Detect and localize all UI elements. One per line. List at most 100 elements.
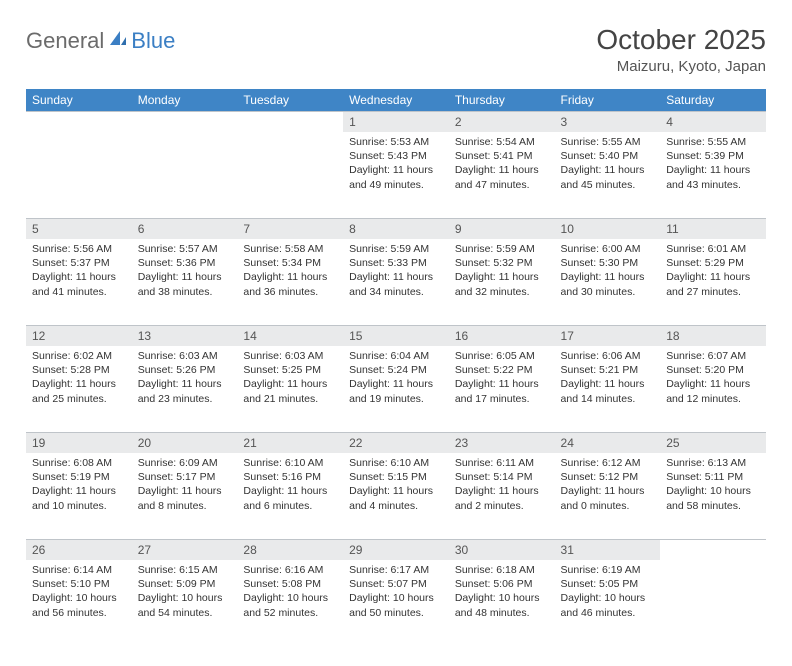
day-details: Sunrise: 6:01 AMSunset: 5:29 PMDaylight:… [660, 239, 766, 305]
weekday-header: Sunday [26, 89, 132, 111]
day-number-empty [26, 111, 132, 132]
day-number: 10 [555, 218, 661, 239]
sunrise-line: Sunrise: 5:59 AM [455, 242, 549, 256]
daylight-line: Daylight: 11 hours and 23 minutes. [138, 377, 232, 405]
day-body-cell: Sunrise: 6:09 AMSunset: 5:17 PMDaylight:… [132, 453, 238, 539]
day-number-cell: 26 [26, 539, 132, 560]
day-details: Sunrise: 6:14 AMSunset: 5:10 PMDaylight:… [26, 560, 132, 626]
day-number-cell: 6 [132, 218, 238, 239]
sunrise-line: Sunrise: 6:03 AM [243, 349, 337, 363]
day-number-empty [237, 111, 343, 132]
sunset-line: Sunset: 5:06 PM [455, 577, 549, 591]
weekday-header: Tuesday [237, 89, 343, 111]
day-body-cell: Sunrise: 6:00 AMSunset: 5:30 PMDaylight:… [555, 239, 661, 325]
daylight-line: Daylight: 10 hours and 48 minutes. [455, 591, 549, 619]
day-details: Sunrise: 6:19 AMSunset: 5:05 PMDaylight:… [555, 560, 661, 626]
day-number-cell: 23 [449, 432, 555, 453]
day-number-cell [660, 539, 766, 560]
day-number-cell: 11 [660, 218, 766, 239]
daylight-line: Daylight: 11 hours and 17 minutes. [455, 377, 549, 405]
sunset-line: Sunset: 5:40 PM [561, 149, 655, 163]
sunset-line: Sunset: 5:08 PM [243, 577, 337, 591]
day-body-cell: Sunrise: 6:18 AMSunset: 5:06 PMDaylight:… [449, 560, 555, 646]
day-details: Sunrise: 5:56 AMSunset: 5:37 PMDaylight:… [26, 239, 132, 305]
sunset-line: Sunset: 5:21 PM [561, 363, 655, 377]
sunset-line: Sunset: 5:33 PM [349, 256, 443, 270]
day-details: Sunrise: 5:58 AMSunset: 5:34 PMDaylight:… [237, 239, 343, 305]
day-details: Sunrise: 5:53 AMSunset: 5:43 PMDaylight:… [343, 132, 449, 198]
sunrise-line: Sunrise: 6:09 AM [138, 456, 232, 470]
day-number-cell: 7 [237, 218, 343, 239]
day-number-cell: 17 [555, 325, 661, 346]
day-number-cell: 25 [660, 432, 766, 453]
sunrise-line: Sunrise: 6:13 AM [666, 456, 760, 470]
daylight-line: Daylight: 11 hours and 8 minutes. [138, 484, 232, 512]
day-details: Sunrise: 6:16 AMSunset: 5:08 PMDaylight:… [237, 560, 343, 626]
day-body-cell: Sunrise: 5:57 AMSunset: 5:36 PMDaylight:… [132, 239, 238, 325]
sunset-line: Sunset: 5:43 PM [349, 149, 443, 163]
day-body-cell: Sunrise: 6:12 AMSunset: 5:12 PMDaylight:… [555, 453, 661, 539]
day-number-cell: 31 [555, 539, 661, 560]
sunrise-line: Sunrise: 5:53 AM [349, 135, 443, 149]
day-number-empty [660, 539, 766, 560]
day-body-cell: Sunrise: 6:08 AMSunset: 5:19 PMDaylight:… [26, 453, 132, 539]
sunrise-line: Sunrise: 5:58 AM [243, 242, 337, 256]
sunrise-line: Sunrise: 6:05 AM [455, 349, 549, 363]
day-number-cell: 18 [660, 325, 766, 346]
day-number: 24 [555, 432, 661, 453]
day-details: Sunrise: 5:59 AMSunset: 5:33 PMDaylight:… [343, 239, 449, 305]
day-details: Sunrise: 6:03 AMSunset: 5:25 PMDaylight:… [237, 346, 343, 412]
sunrise-line: Sunrise: 5:57 AM [138, 242, 232, 256]
day-details: Sunrise: 6:11 AMSunset: 5:14 PMDaylight:… [449, 453, 555, 519]
week-body-row: Sunrise: 6:02 AMSunset: 5:28 PMDaylight:… [26, 346, 766, 432]
daylight-line: Daylight: 11 hours and 41 minutes. [32, 270, 126, 298]
day-body-cell: Sunrise: 6:17 AMSunset: 5:07 PMDaylight:… [343, 560, 449, 646]
week-body-row: Sunrise: 6:08 AMSunset: 5:19 PMDaylight:… [26, 453, 766, 539]
day-number: 27 [132, 539, 238, 560]
day-body-cell: Sunrise: 5:55 AMSunset: 5:39 PMDaylight:… [660, 132, 766, 218]
day-body-cell: Sunrise: 6:16 AMSunset: 5:08 PMDaylight:… [237, 560, 343, 646]
sunset-line: Sunset: 5:36 PM [138, 256, 232, 270]
day-number: 7 [237, 218, 343, 239]
sunset-line: Sunset: 5:09 PM [138, 577, 232, 591]
day-number-cell: 9 [449, 218, 555, 239]
week-body-row: Sunrise: 6:14 AMSunset: 5:10 PMDaylight:… [26, 560, 766, 646]
day-number: 4 [660, 111, 766, 132]
day-body-cell [237, 132, 343, 218]
logo: General Blue [26, 28, 175, 54]
day-body-cell: Sunrise: 5:58 AMSunset: 5:34 PMDaylight:… [237, 239, 343, 325]
daylight-line: Daylight: 11 hours and 32 minutes. [455, 270, 549, 298]
day-number-cell [132, 111, 238, 132]
daylight-line: Daylight: 11 hours and 25 minutes. [32, 377, 126, 405]
sunset-line: Sunset: 5:37 PM [32, 256, 126, 270]
day-number: 8 [343, 218, 449, 239]
day-number: 13 [132, 325, 238, 346]
daylight-line: Daylight: 11 hours and 47 minutes. [455, 163, 549, 191]
calendar-page: General Blue October 2025 Maizuru, Kyoto… [0, 0, 792, 666]
day-details: Sunrise: 6:02 AMSunset: 5:28 PMDaylight:… [26, 346, 132, 412]
sunset-line: Sunset: 5:24 PM [349, 363, 443, 377]
sunrise-line: Sunrise: 6:14 AM [32, 563, 126, 577]
daylight-line: Daylight: 10 hours and 54 minutes. [138, 591, 232, 619]
day-body-cell: Sunrise: 6:14 AMSunset: 5:10 PMDaylight:… [26, 560, 132, 646]
week-daynum-row: 12131415161718 [26, 325, 766, 346]
daylight-line: Daylight: 11 hours and 38 minutes. [138, 270, 232, 298]
weekday-header: Monday [132, 89, 238, 111]
daylight-line: Daylight: 10 hours and 52 minutes. [243, 591, 337, 619]
sunset-line: Sunset: 5:32 PM [455, 256, 549, 270]
day-number-cell: 1 [343, 111, 449, 132]
sunrise-line: Sunrise: 6:04 AM [349, 349, 443, 363]
day-number: 5 [26, 218, 132, 239]
day-details: Sunrise: 6:15 AMSunset: 5:09 PMDaylight:… [132, 560, 238, 626]
day-body-cell: Sunrise: 5:59 AMSunset: 5:33 PMDaylight:… [343, 239, 449, 325]
day-number-cell: 10 [555, 218, 661, 239]
day-details: Sunrise: 6:17 AMSunset: 5:07 PMDaylight:… [343, 560, 449, 626]
day-number: 9 [449, 218, 555, 239]
logo-text-blue: Blue [131, 28, 175, 54]
sunrise-line: Sunrise: 6:15 AM [138, 563, 232, 577]
day-number: 21 [237, 432, 343, 453]
weekday-header-row: Sunday Monday Tuesday Wednesday Thursday… [26, 89, 766, 111]
day-body-cell: Sunrise: 6:15 AMSunset: 5:09 PMDaylight:… [132, 560, 238, 646]
calendar-table: Sunday Monday Tuesday Wednesday Thursday… [26, 89, 766, 646]
day-number: 17 [555, 325, 661, 346]
